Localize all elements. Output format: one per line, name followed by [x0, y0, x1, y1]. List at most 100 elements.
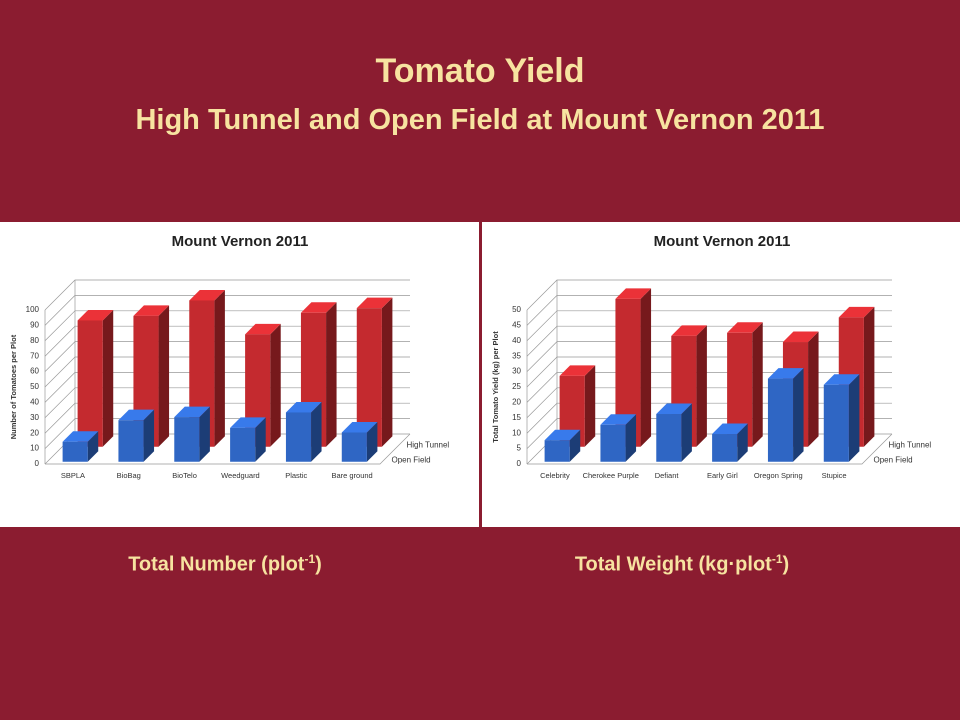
bar-top [767, 368, 804, 379]
bar-top [62, 431, 99, 442]
slide-subtitle: High Tunnel and Open Field at Mount Vern… [135, 104, 825, 136]
y-tick-label: 100 [26, 305, 40, 314]
grid-line [44, 279, 410, 311]
caption-text: Total Weight (kg·plot [574, 553, 772, 576]
x-tick-label: Stupice [822, 471, 847, 480]
x-tick-label: SBPLA [61, 471, 85, 480]
bar [230, 427, 256, 462]
bar-side [696, 325, 707, 447]
bar-top [300, 302, 337, 313]
bar-top [559, 365, 596, 376]
x-tick-label: Bare ground [331, 471, 372, 480]
y-tick-label: 30 [512, 367, 521, 376]
y-tick-label: 80 [30, 336, 39, 345]
x-tick-label: Celebrity [540, 471, 570, 480]
bar-side [737, 423, 748, 462]
chart-panel: Mount Vernon 2011 Total Tomato Yield (kg)… [482, 222, 960, 527]
caption: Total Number (plot-1) [25, 552, 425, 577]
bar-top [230, 417, 266, 428]
bar-side [270, 323, 281, 447]
bar-top [671, 325, 707, 336]
bar-top [285, 401, 322, 413]
bar-top [118, 409, 155, 421]
bar-side [87, 431, 99, 462]
y-tick-label: 20 [30, 428, 39, 437]
bar [341, 432, 367, 462]
bar-top [341, 421, 378, 433]
caption: Total Weight (kg·plot-1) [482, 552, 882, 577]
bar-side [214, 289, 225, 447]
caption-sup: -1 [771, 552, 783, 566]
slide-title: Tomato Yield [375, 52, 585, 90]
bar-side [863, 306, 875, 447]
y-tick-label: 45 [512, 321, 521, 330]
bar [767, 378, 794, 462]
bar-side [311, 401, 322, 462]
bar-top [356, 297, 393, 309]
bar-side [143, 409, 155, 462]
bar-side [640, 288, 652, 447]
series-label: High Tunnel [407, 441, 450, 450]
bar [285, 412, 312, 462]
x-tick-label: Early Girl [707, 471, 738, 480]
bar [544, 440, 570, 462]
bar-top [77, 309, 114, 321]
bar-side [625, 414, 637, 462]
y-tick-label: 40 [512, 336, 521, 345]
caption-sup: -1 [304, 552, 316, 566]
y-tick-label: 25 [512, 382, 521, 391]
bar-side [255, 417, 266, 462]
bar-side [808, 331, 819, 447]
bar-top [600, 414, 637, 425]
bar-side [366, 421, 378, 462]
bar-top [727, 322, 763, 333]
x-tick-label: Plastic [285, 471, 307, 480]
y-tick-label: 5 [517, 444, 522, 453]
y-axis-label: Total Tomato Yield (kg) per Plot [491, 331, 500, 443]
y-tick-label: 20 [512, 398, 521, 407]
grid-line [526, 295, 892, 326]
chart-title: Mount Vernon 2011 [172, 233, 309, 250]
bar [600, 424, 626, 462]
bar-top [782, 331, 819, 343]
grid-line [526, 310, 892, 342]
bar [77, 320, 103, 447]
bar-top [174, 406, 210, 418]
y-axis-label: Number of Tomatoes per Plot [9, 334, 18, 439]
bar-side [681, 403, 692, 462]
y-tick-label: 15 [512, 413, 521, 422]
y-tick-label: 90 [30, 321, 39, 330]
bar [712, 434, 738, 462]
y-tick-label: 40 [30, 398, 39, 407]
x-tick-label: BioBag [117, 471, 141, 480]
bar-top [656, 403, 692, 415]
bar-side [199, 406, 210, 462]
bar [823, 384, 849, 462]
bar-top [615, 288, 652, 299]
grid-line [526, 325, 892, 357]
floor [45, 433, 411, 465]
bar [174, 417, 200, 462]
grid-line [526, 279, 892, 311]
y-tick-label: 0 [35, 459, 40, 468]
x-tick-label: BioTelo [172, 471, 197, 480]
x-tick-label: Cherokee Purple [583, 471, 639, 480]
y-tick-label: 10 [512, 428, 521, 437]
y-tick-label: 30 [30, 413, 39, 422]
chart-title: Mount Vernon 2011 [654, 233, 791, 250]
bar-side [326, 302, 337, 447]
floor [527, 433, 893, 465]
y-tick-label: 0 [517, 459, 522, 468]
y-tick-label: 60 [30, 367, 39, 376]
caption-text: Total Number (plot [128, 553, 305, 576]
x-tick-label: Defiant [655, 471, 680, 480]
y-tick-label: 10 [30, 444, 39, 453]
x-tick-label: Oregon Spring [754, 471, 803, 480]
bar-top [189, 289, 225, 301]
bar-side [752, 322, 763, 447]
bar-top [544, 429, 581, 441]
y-tick-label: 50 [30, 382, 39, 391]
chart-panel: Mount Vernon 2011 Number of Tomatoes per … [0, 222, 479, 527]
series-label: Open Field [392, 456, 431, 465]
y-tick-label: 50 [512, 305, 521, 314]
